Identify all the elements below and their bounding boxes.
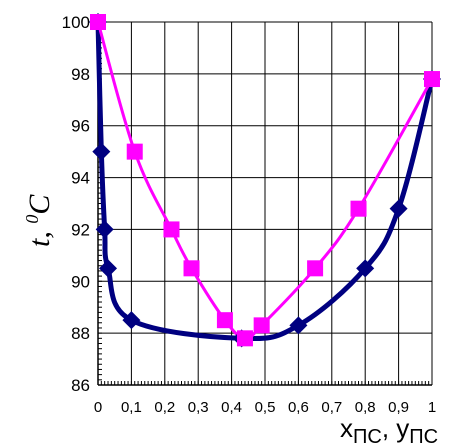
data-point-square [253,317,270,334]
y-axis-label: t, 0C [22,194,56,247]
x-axis-label-sep: , [382,413,396,443]
data-point-square [183,260,200,277]
data-point-square [350,200,367,217]
x-axis-label-y-sub: ПС [409,426,438,445]
x-tick-label: 0 [94,399,102,416]
data-point-square [126,143,143,160]
data-point-square [90,14,106,30]
y-axis-label-main: t, [23,224,56,247]
x-tick-label: 0,6 [288,399,309,416]
data-point-diamond [389,199,408,218]
data-point-square [307,260,324,277]
y-tick-label: 86 [71,376,90,395]
x-axis-label: xПС, yПС [340,413,438,445]
series-markers [89,13,441,348]
x-tick-label: 0,4 [221,399,242,416]
x-axis-label-x: x [340,413,353,443]
series-line-1 [95,21,435,342]
x-axis-label-y: y [396,413,409,443]
data-point-square [163,221,180,238]
x-tick-label: 0,8 [355,399,376,416]
data-point-diamond [92,142,111,161]
x-tick-label: 1 [428,399,436,416]
x-axis-label-x-sub: ПС [353,426,382,445]
x-tick-label: 0,3 [188,399,209,416]
y-tick-label: 98 [71,65,90,84]
y-axis-label-sup: 0 [22,215,42,224]
y-tick-label: 88 [71,324,90,343]
y-tick-label: 96 [71,117,90,136]
y-axis-label-unit: C [23,194,56,215]
data-point-square [424,71,440,88]
x-tick-labels: 0 0,1 0,2 0,3 0,4 0,5 0,6 0,7 0,8 0,9 1 [94,399,436,416]
data-point-diamond [122,311,141,330]
y-tick-label: 94 [71,169,90,188]
x-tick-label: 0,7 [321,399,342,416]
data-point-diamond [289,316,308,335]
data-point-diamond [99,259,118,278]
y-tick-labels: 86 88 90 92 94 96 98 100 [62,13,90,395]
data-point-square [236,330,253,347]
x-tick-label: 0,5 [255,399,276,416]
y-tick-label: 90 [71,272,90,291]
y-tick-label: 92 [71,220,90,239]
data-point-diamond [95,220,114,239]
x-tick-label: 0,1 [121,399,142,416]
data-point-square [216,312,233,329]
x-tick-label: 0,2 [154,399,175,416]
x-tick-label: 0,9 [388,399,409,416]
data-point-diamond [356,259,375,278]
y-tick-label: 100 [62,13,90,32]
